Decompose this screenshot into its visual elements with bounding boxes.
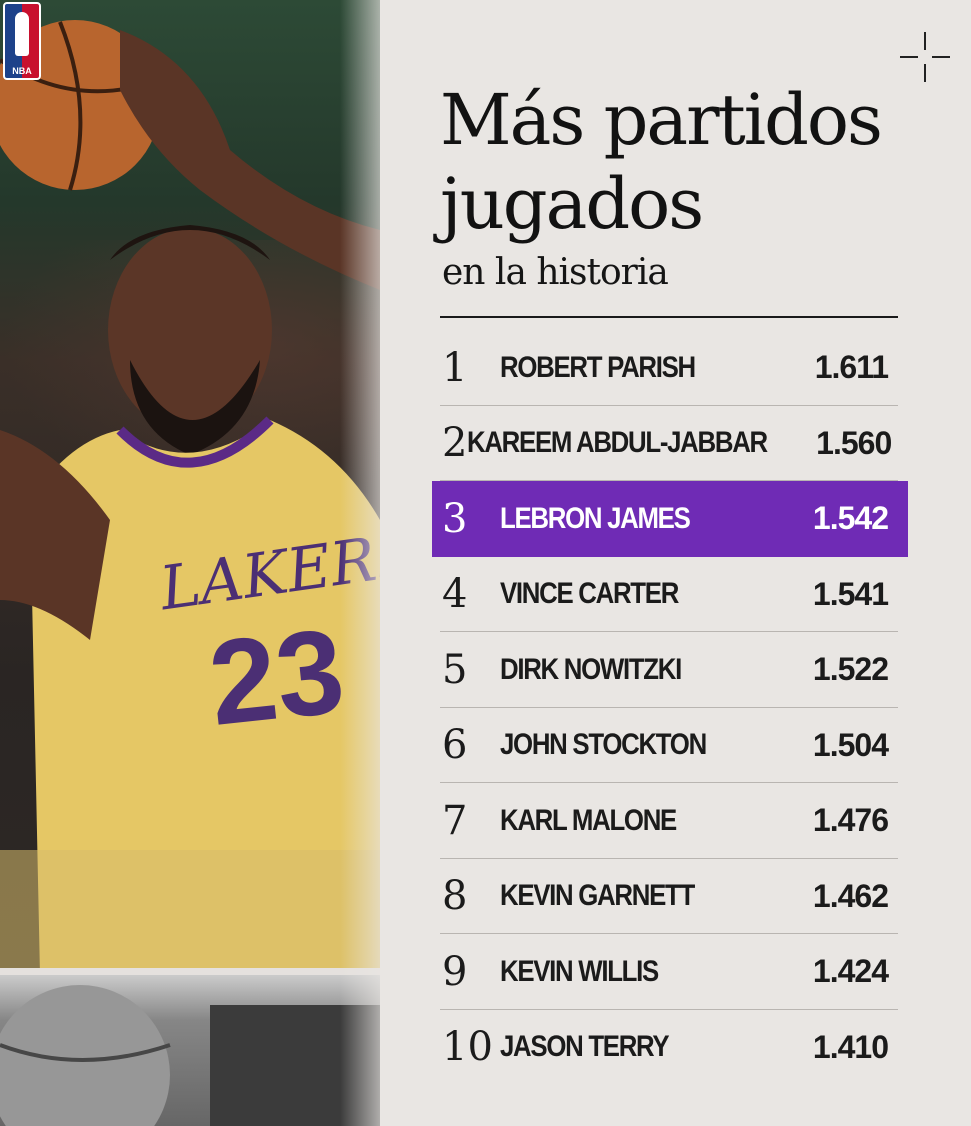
games-played: 1.541	[812, 575, 889, 612]
leaderboard-row: 4 VINCE CARTER 1.541	[432, 557, 908, 633]
rank-number: 4	[442, 571, 468, 618]
games-played: 1.504	[812, 726, 889, 763]
games-played: 1.522	[812, 651, 889, 688]
leaderboard-row: 1 ROBERT PARISH 1.611	[432, 330, 908, 406]
crosshair-icon	[900, 32, 950, 82]
secondary-photo	[0, 975, 380, 1126]
leaderboard-row: 8 KEVIN GARNETT 1.462	[432, 859, 908, 935]
leaderboard-row: 9 KEVIN WILLIS 1.424	[432, 934, 908, 1010]
player-name: ROBERT PARISH	[500, 350, 696, 384]
leaderboard-row: 6 JOHN STOCKTON 1.504	[432, 708, 908, 784]
page-subtitle: en la historia	[442, 252, 669, 293]
player-name: DIRK NOWITZKI	[500, 652, 682, 686]
leaderboard-row: 2 KAREEM ABDUL-JABBAR 1.560	[432, 406, 908, 482]
leaderboard-row: 7 KARL MALONE 1.476	[432, 783, 908, 859]
rank-number: 3	[442, 495, 468, 542]
games-played: 1.424	[812, 953, 889, 990]
svg-text:23: 23	[203, 604, 350, 751]
leaderboard-table: 1 ROBERT PARISH 1.611 2 KAREEM ABDUL-JABBAR 1…	[432, 330, 908, 1085]
games-played: 1.410	[812, 1028, 889, 1065]
page-title: Más partidos jugados	[440, 79, 883, 245]
nba-logo: NBA	[3, 2, 41, 80]
player-photo: LAKERS 23 NBA	[0, 0, 380, 1126]
photo-fade	[340, 0, 400, 1126]
rank-number: 2	[442, 420, 468, 467]
games-played: 1.611	[814, 349, 889, 386]
rank-number: 7	[442, 797, 468, 844]
games-played: 1.476	[812, 802, 889, 839]
leaderboard-row: 10 JASON TERRY 1.410	[432, 1010, 908, 1086]
player-name: LEBRON JAMES	[500, 501, 691, 535]
rank-number: 9	[442, 948, 468, 995]
rank-number: 10	[442, 1024, 493, 1071]
rank-number: 8	[442, 873, 468, 920]
player-name: KEVIN GARNETT	[500, 879, 695, 913]
player-name: JASON TERRY	[500, 1030, 670, 1064]
leaderboard-row-highlighted: 3 LEBRON JAMES 1.542	[432, 481, 908, 557]
player-name: VINCE CARTER	[500, 577, 679, 611]
player-name: JOHN STOCKTON	[500, 728, 707, 762]
games-played: 1.560	[816, 424, 892, 461]
leaderboard-row: 5 DIRK NOWITZKI 1.522	[432, 632, 908, 708]
divider	[440, 316, 898, 318]
games-played: 1.542	[812, 500, 889, 537]
player-illustration: LAKERS 23	[0, 20, 380, 975]
player-name: KARL MALONE	[500, 803, 677, 837]
rank-number: 5	[442, 646, 468, 693]
player-name: KEVIN WILLIS	[500, 954, 659, 988]
rank-number: 6	[442, 722, 468, 769]
player-name: KAREEM ABDUL-JABBAR	[467, 426, 768, 460]
rank-number: 1	[442, 344, 468, 391]
games-played: 1.462	[812, 877, 889, 914]
